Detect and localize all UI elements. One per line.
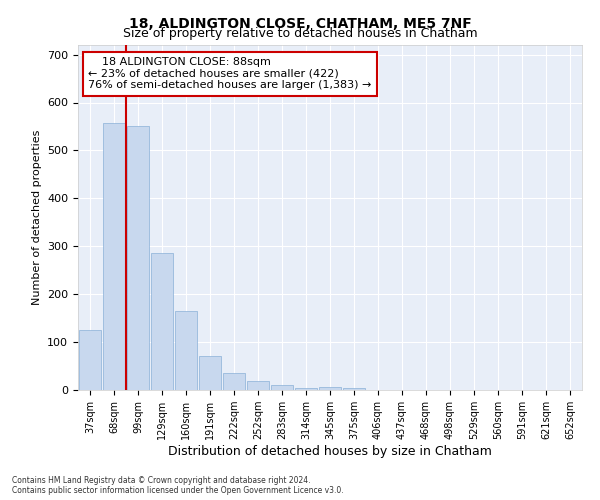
Text: Size of property relative to detached houses in Chatham: Size of property relative to detached ho… bbox=[122, 28, 478, 40]
Bar bbox=[151, 254, 173, 390]
Bar bbox=[223, 373, 245, 390]
Bar bbox=[343, 388, 365, 390]
Bar bbox=[295, 388, 317, 390]
Bar bbox=[271, 385, 293, 390]
Bar bbox=[103, 123, 125, 390]
Bar bbox=[199, 356, 221, 390]
Bar bbox=[247, 381, 269, 390]
Text: 18, ALDINGTON CLOSE, CHATHAM, ME5 7NF: 18, ALDINGTON CLOSE, CHATHAM, ME5 7NF bbox=[128, 18, 472, 32]
Bar bbox=[127, 126, 149, 390]
Bar bbox=[79, 330, 101, 390]
Bar bbox=[319, 386, 341, 390]
Bar bbox=[175, 311, 197, 390]
Y-axis label: Number of detached properties: Number of detached properties bbox=[32, 130, 41, 305]
Text: Contains HM Land Registry data © Crown copyright and database right 2024.
Contai: Contains HM Land Registry data © Crown c… bbox=[12, 476, 344, 495]
X-axis label: Distribution of detached houses by size in Chatham: Distribution of detached houses by size … bbox=[168, 445, 492, 458]
Text: 18 ALDINGTON CLOSE: 88sqm
← 23% of detached houses are smaller (422)
76% of semi: 18 ALDINGTON CLOSE: 88sqm ← 23% of detac… bbox=[88, 57, 371, 90]
